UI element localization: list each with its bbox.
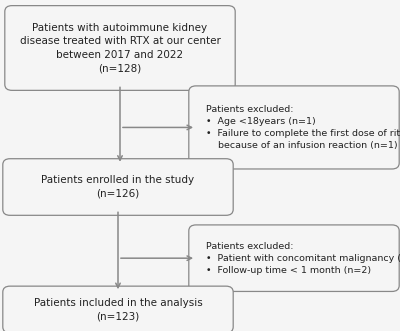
- Text: Patients excluded:
•  Age <18years (n=1)
•  Failure to complete the first dose o: Patients excluded: • Age <18years (n=1) …: [206, 105, 400, 150]
- FancyBboxPatch shape: [5, 6, 235, 90]
- Text: Patients enrolled in the study
(n=126): Patients enrolled in the study (n=126): [42, 175, 194, 199]
- Text: Patients included in the analysis
(n=123): Patients included in the analysis (n=123…: [34, 298, 202, 321]
- FancyBboxPatch shape: [3, 159, 233, 215]
- Text: Patients excluded:
•  Patient with concomitant malignancy (n=1)
•  Follow-up tim: Patients excluded: • Patient with concom…: [206, 242, 400, 275]
- FancyBboxPatch shape: [189, 86, 399, 169]
- FancyBboxPatch shape: [3, 286, 233, 331]
- FancyBboxPatch shape: [189, 225, 399, 291]
- Text: Patients with autoimmune kidney
disease treated with RTX at our center
between 2: Patients with autoimmune kidney disease …: [20, 23, 220, 73]
